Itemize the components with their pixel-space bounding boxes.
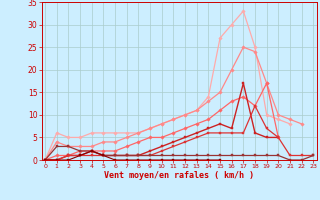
X-axis label: Vent moyen/en rafales ( km/h ): Vent moyen/en rafales ( km/h ) xyxy=(104,171,254,180)
